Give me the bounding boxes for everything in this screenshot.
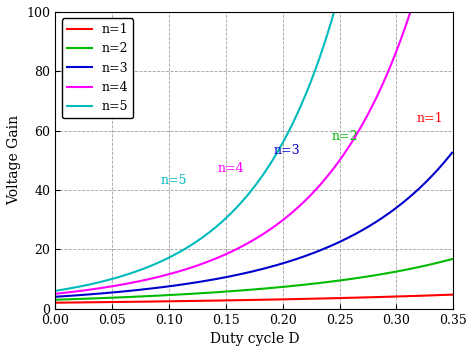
Line: n=1: n=1 (55, 295, 452, 303)
Text: n=1: n=1 (417, 112, 444, 125)
n=4 (300, 201, 305, 205)
n=3 (222, 275, 228, 280)
Text: n=4: n=4 (218, 162, 245, 175)
Line: n=5: n=5 (55, 12, 334, 291)
n=1 (53, 301, 58, 305)
n=1 (205, 299, 210, 303)
Line: n=4: n=4 (55, 12, 410, 294)
n=1 (399, 294, 404, 299)
n=3 (98, 291, 103, 295)
n=5 (331, 10, 337, 14)
n=2 (399, 269, 404, 273)
n=5 (178, 249, 184, 253)
n=5 (147, 264, 153, 268)
n=3 (205, 279, 210, 283)
n=3 (399, 202, 404, 206)
n=1 (449, 293, 455, 297)
n=4 (111, 284, 117, 288)
n=5 (198, 237, 203, 241)
n=2 (222, 289, 228, 294)
n=3 (121, 289, 127, 293)
n=2 (98, 296, 103, 300)
n=4 (176, 269, 182, 274)
n=4 (182, 267, 188, 271)
n=5 (124, 273, 130, 277)
Text: n=5: n=5 (161, 174, 188, 187)
n=4 (116, 283, 122, 287)
n=4 (193, 264, 199, 268)
Text: n=3: n=3 (273, 144, 300, 157)
n=1 (121, 300, 127, 304)
n=1 (222, 298, 228, 303)
n=5 (53, 289, 58, 293)
n=4 (408, 10, 413, 14)
Text: n=2: n=2 (331, 130, 358, 143)
Line: n=3: n=3 (55, 153, 452, 297)
n=5 (190, 242, 195, 246)
n=1 (441, 293, 447, 297)
n=2 (121, 295, 127, 299)
n=1 (98, 300, 103, 304)
n=2 (53, 298, 58, 302)
n=3 (53, 295, 58, 299)
Legend: n=1, n=2, n=3, n=4, n=5: n=1, n=2, n=3, n=4, n=5 (62, 18, 133, 118)
Line: n=2: n=2 (55, 259, 452, 300)
Y-axis label: Voltage Gain: Voltage Gain (7, 115, 21, 205)
n=3 (441, 160, 447, 164)
n=3 (449, 151, 455, 155)
n=2 (205, 291, 210, 295)
n=4 (53, 292, 58, 296)
n=2 (441, 259, 447, 263)
n=5 (244, 194, 249, 198)
X-axis label: Duty cycle D: Duty cycle D (210, 332, 299, 346)
n=2 (449, 257, 455, 261)
